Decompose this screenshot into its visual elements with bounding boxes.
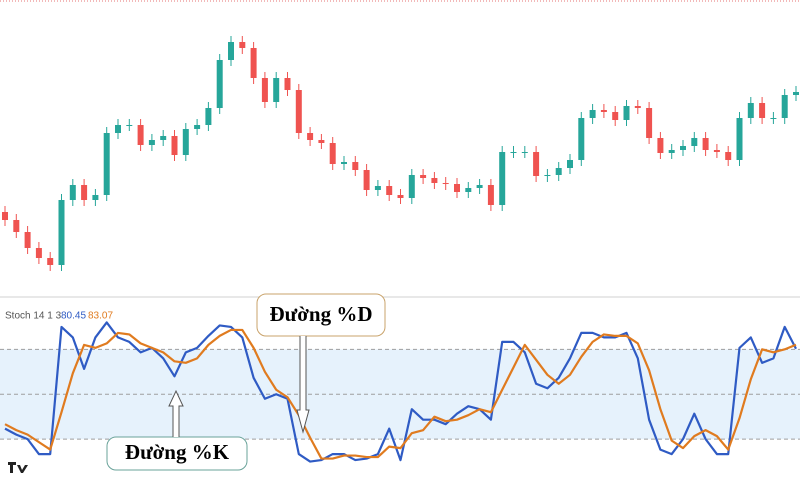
candle-body [295, 90, 302, 133]
candle-body [329, 143, 336, 164]
candle-body [521, 152, 528, 153]
candle-body [555, 168, 562, 175]
candle-body [612, 112, 619, 120]
candle-body [589, 110, 596, 118]
candle-body [510, 152, 517, 153]
candle-body [781, 95, 788, 118]
candle-body [487, 185, 494, 205]
candle-body [103, 133, 110, 195]
annotation-k: Đường %K [106, 389, 248, 471]
candle-body [567, 160, 573, 168]
candle-body [668, 150, 675, 153]
candle-body [69, 185, 76, 200]
candle-body [47, 258, 54, 265]
candle-body [273, 78, 280, 102]
candle-body [363, 170, 370, 190]
candle-body [160, 136, 167, 140]
candle-body [386, 186, 393, 195]
candle-body [2, 212, 8, 220]
candle-body [680, 146, 686, 150]
annotation-arrow [296, 336, 310, 434]
candle-body [318, 140, 325, 143]
annotation-box [256, 293, 386, 337]
candle-body [307, 133, 314, 140]
candle-body [397, 195, 404, 198]
candle-body [736, 118, 743, 160]
annotation-text: Đường %D [270, 302, 373, 326]
candle-body [92, 195, 99, 200]
candle-body [182, 129, 189, 155]
candle-body [352, 162, 359, 170]
candle-body [115, 125, 121, 133]
annotation-arrow [168, 389, 184, 437]
candle-body [431, 178, 438, 183]
candle-body [578, 118, 585, 160]
candle-body [702, 138, 709, 150]
candle-body [634, 106, 641, 108]
candle-body [691, 138, 698, 146]
candle-body [374, 186, 381, 190]
candle-body [499, 152, 506, 205]
candle-body [713, 150, 720, 152]
candle-body [623, 106, 630, 120]
candle-body [148, 140, 155, 145]
candle-body [261, 78, 268, 102]
candle-body [284, 78, 291, 90]
annotation-text: Đường %K [125, 440, 230, 464]
candle-body [341, 162, 347, 164]
candle-body [250, 48, 257, 78]
candle-body [646, 108, 653, 138]
candle-body [793, 92, 799, 95]
candle-body [194, 125, 201, 129]
candle-body [228, 42, 234, 60]
stoch-legend: Stoch 14 1 3 80.45 83.07 [5, 311, 113, 322]
logo-mark [8, 462, 28, 473]
candle-body [476, 185, 483, 188]
candle-body [126, 125, 133, 126]
candle-body [420, 175, 427, 178]
stoch-line [4, 321, 797, 463]
candle-body [205, 108, 212, 125]
candle-body [137, 125, 144, 145]
candle-body [81, 185, 88, 200]
k-value: 80.45 [61, 311, 86, 322]
indicator-title: Stoch 14 1 3 [5, 311, 62, 322]
candle-body [216, 60, 223, 108]
stoch-line [4, 328, 797, 460]
candle-body [600, 110, 607, 112]
candle-body [454, 184, 460, 192]
logo [8, 462, 28, 473]
candle-body [35, 248, 42, 258]
candle-body [58, 200, 65, 265]
candle-body [408, 175, 415, 198]
candle-body [725, 152, 732, 160]
candle-body [759, 103, 766, 118]
d-value: 83.07 [88, 311, 113, 322]
candle-body [442, 183, 449, 184]
candle-body [657, 138, 664, 153]
price-panel [2, 36, 799, 271]
candle-body [533, 152, 540, 176]
stoch-panel [0, 321, 800, 463]
candle-body [747, 103, 754, 118]
candle-body [465, 188, 472, 192]
candle-body [770, 118, 777, 119]
annotation-d: Đường %D [256, 293, 386, 434]
candle-body [171, 136, 178, 155]
candle-body [13, 220, 20, 232]
candle-body [544, 175, 551, 176]
candle-body [239, 42, 246, 48]
candle-body [24, 232, 31, 248]
